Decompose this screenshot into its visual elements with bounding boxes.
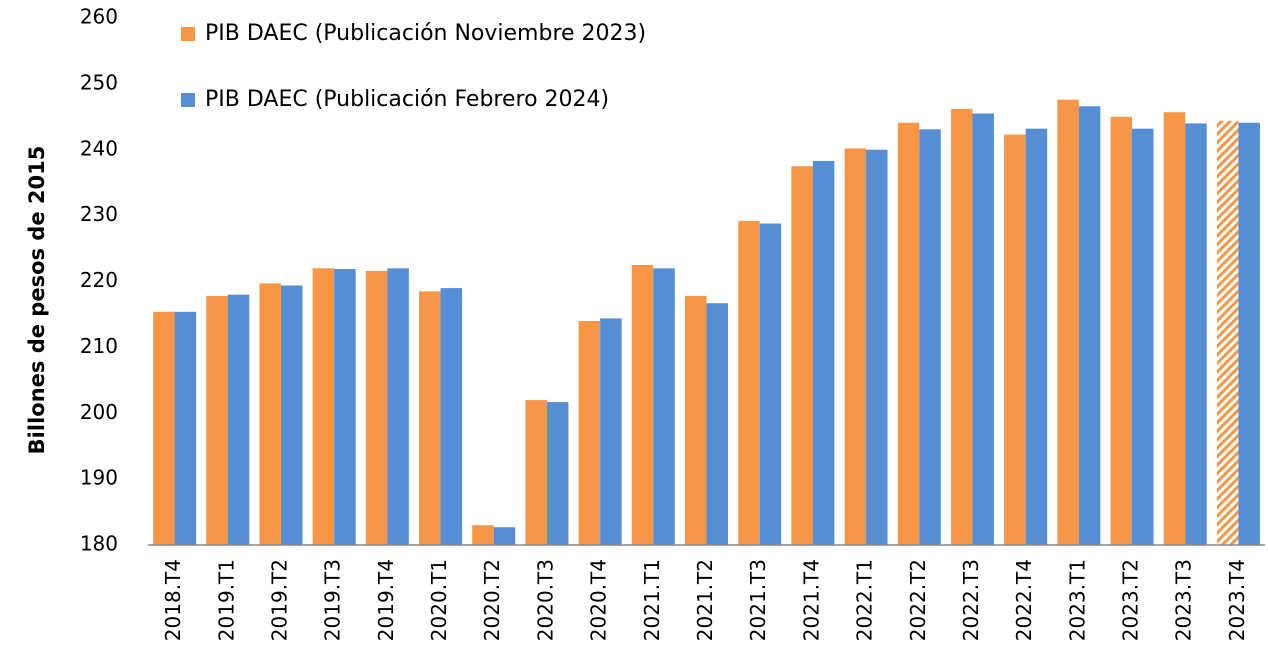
bar [153,311,175,545]
bar [812,160,835,546]
bar [791,166,813,545]
bar [653,268,675,545]
bar [950,108,973,545]
bar [600,318,622,545]
y-tick-label: 220 [80,268,118,292]
bar [365,270,388,545]
y-tick-label: 260 [80,5,118,29]
bar [440,288,463,545]
bar [206,295,228,545]
bar [525,400,547,545]
bar [174,311,197,545]
x-tick-label: 2022.T1 [853,559,877,641]
bar [312,268,335,545]
x-tick-label: 2023.T4 [1225,559,1249,641]
bar [631,265,654,545]
bar [493,527,516,545]
bar [1185,123,1207,546]
bar [844,148,867,545]
bar [1057,99,1079,545]
x-tick-label: 2021.T1 [640,559,664,641]
legend-marker [181,27,195,41]
x-tick-label: 2019.T4 [374,559,398,641]
x-tick-label: 2023.T2 [1119,559,1143,641]
x-tick-label: 2019.T3 [321,559,345,641]
bar [334,268,356,545]
bar [1078,106,1101,546]
x-tick-label: 2020.T2 [480,559,504,641]
bar [259,283,281,545]
x-tick-label: 2022.T4 [1012,559,1036,641]
bar [280,285,303,545]
bar [685,295,707,545]
x-tick-label: 2022.T2 [906,559,930,641]
x-tick-label: 2021.T4 [799,559,823,641]
y-tick-label: 180 [80,532,118,556]
bar [1238,122,1260,546]
y-tick-label: 230 [80,202,118,226]
bar [759,223,782,545]
legend-label: PIB DAEC (Publicación Febrero 2024) [205,87,609,112]
x-tick-label: 2023.T3 [1172,559,1196,641]
y-tick-label: 210 [80,334,118,358]
bar [738,220,760,545]
x-tick-label: 2021.T2 [693,559,717,641]
bar [972,113,994,546]
x-tick-label: 2020.T1 [427,559,451,641]
bar [866,149,888,545]
bar [578,321,601,545]
x-tick-label: 2019.T1 [214,559,238,641]
x-tick-label: 2023.T1 [1065,559,1089,641]
bar [387,268,409,545]
bar [897,122,920,546]
bar [1025,128,1048,546]
bar [706,303,728,545]
x-tick-label: 2018.T4 [161,559,185,641]
y-axis-title: Billones de pesos de 2015 [25,146,49,455]
x-tick-label: 2020.T4 [587,559,611,641]
bar [1132,128,1154,546]
bar [1110,116,1133,545]
legend-label: PIB DAEC (Publicación Noviembre 2023) [205,21,646,46]
bar [919,129,941,546]
y-tick-label: 200 [80,400,118,424]
bar [419,291,441,545]
bar [1216,120,1239,545]
bar [472,525,494,545]
x-tick-label: 2021.T3 [746,559,770,641]
x-tick-label: 2020.T3 [533,559,557,641]
y-tick-label: 250 [80,70,118,94]
x-tick-label: 2019.T2 [267,559,291,641]
bar [1004,134,1026,545]
bar [1163,112,1186,546]
bar [546,402,569,545]
y-tick-label: 190 [80,466,118,490]
x-tick-label: 2022.T3 [959,559,983,641]
bar [227,294,250,545]
y-tick-label: 240 [80,136,118,160]
legend-marker [181,93,195,107]
